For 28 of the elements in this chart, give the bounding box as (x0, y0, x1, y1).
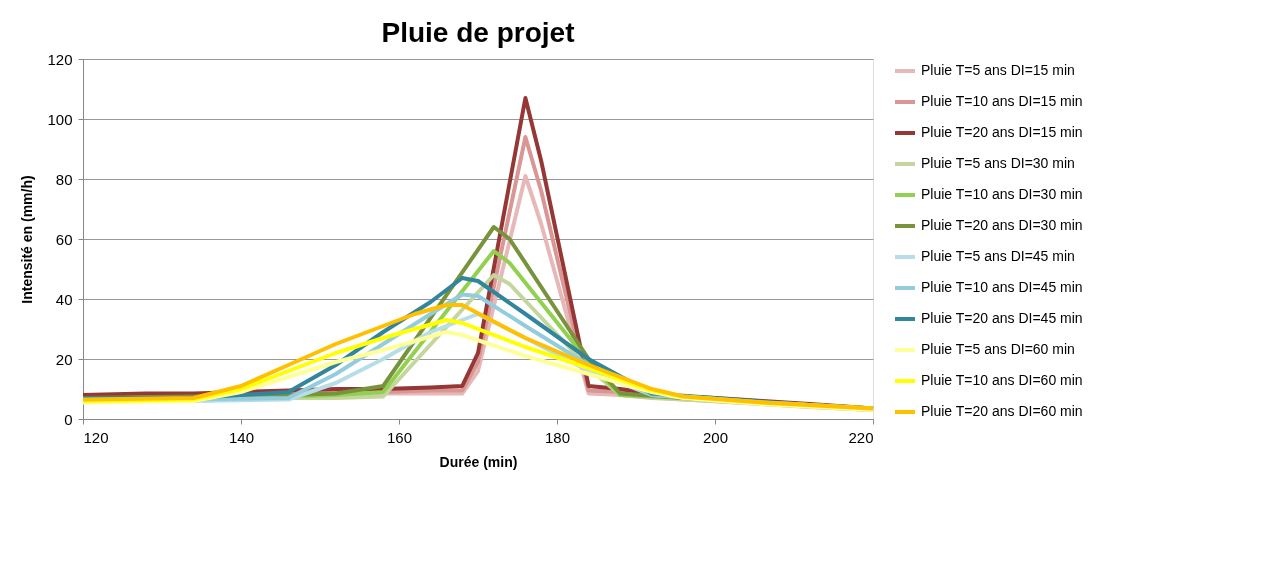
y-axis-title: Intensité en (mm/h) (19, 175, 36, 304)
legend-label: Pluie T=10 ans DI=60 min (921, 372, 1083, 388)
y-tick-label: 20 (55, 350, 73, 368)
x-axis-title: Durée (min) (439, 453, 518, 470)
legend-label: Pluie T=5 ans DI=45 min (921, 248, 1075, 264)
y-tick-label: 100 (47, 110, 73, 128)
y-tick-label: 0 (64, 410, 73, 428)
legend-label: Pluie T=5 ans DI=60 min (921, 341, 1075, 357)
x-tick-label: 140 (228, 428, 255, 446)
legend-label: Pluie T=5 ans DI=30 min (921, 155, 1075, 171)
x-tick-label: 180 (544, 428, 571, 446)
y-tick-label: 60 (55, 230, 73, 248)
legend-label: Pluie T=10 ans DI=15 min (921, 93, 1083, 109)
y-tick-label: 80 (55, 170, 73, 188)
legend-label: Pluie T=10 ans DI=30 min (921, 186, 1083, 202)
y-tick-label: 40 (55, 290, 73, 308)
legend-label: Pluie T=20 ans DI=60 min (921, 403, 1083, 419)
x-tick-label: 160 (386, 428, 413, 446)
y-tick-label: 120 (47, 50, 73, 68)
x-tick-label: 220 (848, 428, 874, 446)
x-tick-label: 200 (702, 428, 729, 446)
legend-label: Pluie T=10 ans DI=45 min (921, 279, 1083, 295)
legend-label: Pluie T=20 ans DI=30 min (921, 217, 1083, 233)
chart-title: Pluie de projet (381, 17, 575, 48)
legend-label: Pluie T=20 ans DI=15 min (921, 124, 1083, 140)
legend-label: Pluie T=5 ans DI=15 min (921, 62, 1075, 78)
legend-label: Pluie T=20 ans DI=45 min (921, 310, 1083, 326)
x-tick-label: 120 (83, 428, 109, 446)
